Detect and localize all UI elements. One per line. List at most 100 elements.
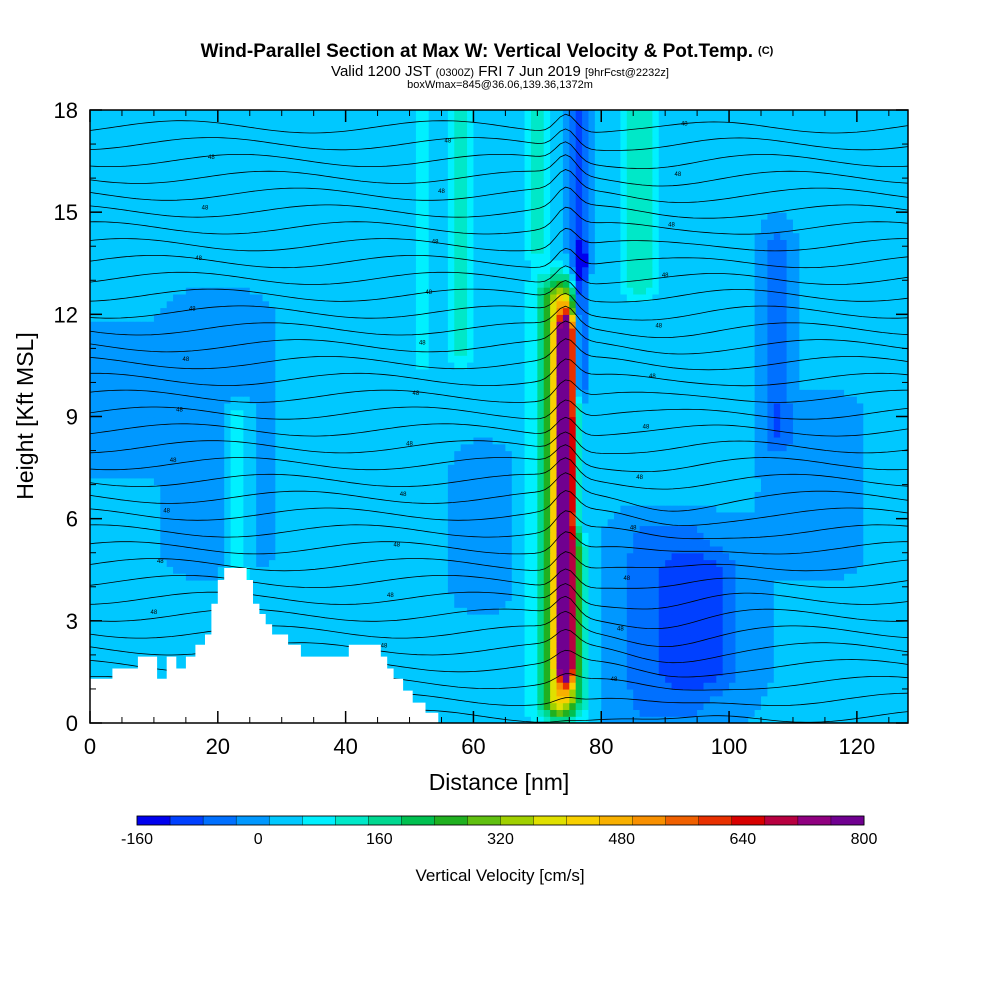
velocity-cell [639,559,647,567]
velocity-cell [799,709,807,717]
velocity-cell [582,641,590,649]
velocity-cell [569,695,577,704]
velocity-cell [671,498,679,506]
velocity-cell [677,607,685,615]
velocity-cell [901,709,908,717]
velocity-cell [869,498,877,506]
velocity-cell [441,525,449,533]
velocity-cell [141,552,149,561]
velocity-cell [390,654,398,663]
velocity-cell [741,634,749,642]
velocity-cell [901,695,908,704]
velocity-cell [601,491,609,499]
velocity-cell [166,607,174,615]
velocity-cell [268,579,276,588]
velocity-cell [856,559,864,567]
velocity-cell [352,477,360,486]
velocity-cell [780,586,788,595]
velocity-cell [115,607,123,615]
velocity-cell [741,709,749,717]
velocity-cell [320,477,328,486]
velocity-cell [211,552,219,561]
velocity-cell [479,464,487,472]
velocity-cell [690,620,698,629]
velocity-cell [332,648,340,656]
velocity-cell [671,702,679,710]
velocity-cell [422,593,430,601]
velocity-cell [249,573,257,581]
velocity-cell [447,600,455,608]
velocity-cell [486,559,494,567]
velocity-cell [128,566,136,574]
velocity-cell [767,552,775,561]
velocity-cell [294,477,302,486]
velocity-cell [447,484,455,493]
velocity-cell [792,579,800,588]
velocity-cell [671,511,679,520]
velocity-cell [697,648,705,656]
velocity-cell [748,654,756,663]
velocity-cell [409,695,417,704]
velocity-cell [575,579,583,588]
velocity-cell [396,627,404,636]
velocity-cell [869,525,877,533]
velocity-cell [601,464,609,472]
velocity-cell [320,498,328,506]
velocity-cell [805,552,813,561]
velocity-cell [901,620,908,629]
velocity-cell [575,484,583,493]
velocity-cell [888,648,896,656]
velocity-cell [96,511,104,520]
velocity-cell [409,579,417,588]
velocity-cell [109,620,117,629]
velocity-cell [748,545,756,554]
velocity-cell [652,634,660,642]
velocity-cell [409,675,417,683]
velocity-cell [268,457,276,465]
velocity-cell [665,573,673,581]
velocity-cell [383,518,391,527]
velocity-cell [217,484,225,493]
velocity-cell [658,641,666,649]
velocity-cell [614,661,622,670]
velocity-cell [550,607,558,615]
velocity-cell [888,641,896,649]
velocity-cell [435,552,443,561]
velocity-cell [147,566,155,574]
velocity-cell [358,464,366,472]
velocity-cell [236,491,244,499]
velocity-cell [447,668,455,676]
velocity-cell [396,593,404,601]
velocity-cell [128,641,136,649]
velocity-cell [601,627,609,636]
velocity-cell [288,539,296,547]
velocity-cell [313,566,321,574]
velocity-cell [588,470,596,479]
velocity-cell [153,579,161,588]
velocity-cell [313,600,321,608]
velocity-cell [313,505,321,513]
velocity-cell [658,600,666,608]
velocity-cell [697,695,705,704]
velocity-cell [882,532,890,540]
velocity-cell [505,525,513,533]
velocity-cell [543,498,551,506]
velocity-cell [166,518,174,527]
velocity-cell [499,614,506,622]
velocity-cell [697,688,705,697]
velocity-cell [307,464,315,472]
velocity-cell [96,484,104,493]
velocity-cell [703,470,711,479]
velocity-cell [109,525,117,533]
velocity-cell [850,470,858,479]
velocity-cell [639,586,647,595]
velocity-cell [518,552,526,561]
velocity-cell [722,484,730,493]
velocity-cell [294,464,302,472]
velocity-cell [850,498,858,506]
velocity-cell [741,464,749,472]
velocity-cell [703,593,711,601]
velocity-cell [377,470,385,479]
velocity-cell [185,539,193,547]
velocity-cell [652,470,660,479]
